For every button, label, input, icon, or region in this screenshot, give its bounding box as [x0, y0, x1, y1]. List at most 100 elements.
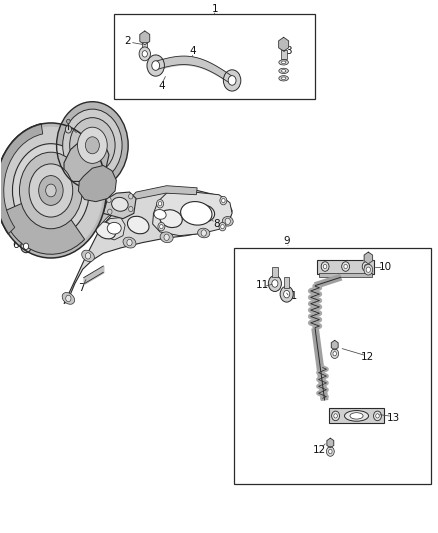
Ellipse shape: [282, 77, 286, 79]
Text: 8: 8: [213, 219, 220, 229]
Ellipse shape: [95, 222, 116, 239]
Circle shape: [280, 286, 293, 302]
Circle shape: [334, 414, 337, 418]
Circle shape: [12, 144, 89, 237]
Text: 5: 5: [74, 128, 81, 139]
Circle shape: [342, 262, 350, 271]
Text: 11: 11: [256, 280, 269, 290]
Ellipse shape: [154, 209, 166, 219]
Polygon shape: [329, 408, 384, 423]
Polygon shape: [64, 187, 232, 304]
Circle shape: [129, 206, 133, 212]
Circle shape: [374, 411, 381, 421]
Circle shape: [221, 224, 224, 229]
Circle shape: [201, 230, 206, 236]
Circle shape: [228, 76, 236, 85]
Circle shape: [272, 280, 278, 287]
Ellipse shape: [198, 228, 210, 238]
Circle shape: [70, 118, 115, 173]
Circle shape: [159, 224, 163, 229]
Circle shape: [57, 102, 128, 189]
Polygon shape: [103, 192, 136, 219]
Ellipse shape: [107, 222, 121, 234]
Polygon shape: [140, 31, 150, 45]
Ellipse shape: [160, 232, 173, 243]
Circle shape: [321, 262, 329, 271]
Circle shape: [107, 197, 111, 203]
Circle shape: [222, 198, 225, 203]
Text: 7: 7: [78, 283, 85, 293]
Circle shape: [156, 199, 163, 208]
Ellipse shape: [112, 197, 128, 211]
Ellipse shape: [350, 413, 363, 419]
Circle shape: [364, 264, 368, 269]
Polygon shape: [331, 341, 338, 350]
Circle shape: [66, 295, 71, 302]
Bar: [272, 266, 278, 277]
Circle shape: [219, 222, 226, 231]
Circle shape: [284, 290, 290, 298]
Text: 12: 12: [313, 445, 326, 455]
Ellipse shape: [282, 61, 286, 63]
Polygon shape: [279, 37, 289, 51]
Circle shape: [46, 184, 56, 197]
Polygon shape: [364, 252, 372, 264]
Circle shape: [142, 51, 148, 57]
Circle shape: [364, 264, 373, 275]
Ellipse shape: [123, 237, 136, 248]
Circle shape: [333, 352, 336, 356]
Polygon shape: [78, 165, 117, 201]
Circle shape: [147, 55, 164, 76]
Polygon shape: [127, 185, 197, 201]
Bar: [281, 50, 287, 59]
Circle shape: [220, 196, 227, 205]
Text: 11: 11: [284, 290, 298, 301]
Ellipse shape: [279, 60, 288, 65]
Polygon shape: [327, 438, 334, 448]
Circle shape: [29, 164, 73, 217]
Text: 4: 4: [159, 81, 166, 91]
Circle shape: [108, 209, 112, 214]
Text: 2: 2: [124, 36, 131, 45]
Ellipse shape: [345, 410, 368, 421]
Circle shape: [376, 414, 379, 418]
Circle shape: [21, 240, 31, 253]
Circle shape: [158, 222, 165, 231]
Circle shape: [129, 193, 133, 199]
Circle shape: [323, 264, 327, 269]
Ellipse shape: [127, 216, 149, 234]
Circle shape: [19, 152, 82, 229]
Ellipse shape: [81, 250, 94, 262]
Circle shape: [139, 47, 150, 61]
Circle shape: [0, 127, 103, 254]
Polygon shape: [102, 217, 125, 240]
Circle shape: [332, 411, 339, 421]
Polygon shape: [317, 260, 374, 274]
Polygon shape: [152, 191, 232, 236]
Ellipse shape: [279, 68, 288, 74]
Ellipse shape: [282, 69, 286, 72]
Circle shape: [65, 126, 71, 133]
Circle shape: [67, 119, 70, 124]
Text: 4: 4: [190, 46, 196, 56]
Circle shape: [366, 267, 371, 272]
Circle shape: [85, 137, 99, 154]
Bar: [234, 248, 431, 484]
Circle shape: [225, 218, 230, 224]
Circle shape: [85, 253, 91, 259]
Circle shape: [164, 234, 169, 240]
Circle shape: [0, 123, 106, 258]
Polygon shape: [84, 205, 119, 228]
Circle shape: [23, 243, 28, 249]
Ellipse shape: [193, 205, 215, 222]
Circle shape: [328, 449, 332, 454]
Text: 6: 6: [13, 240, 19, 250]
Circle shape: [78, 127, 107, 164]
Ellipse shape: [62, 293, 74, 304]
Circle shape: [63, 109, 122, 181]
Circle shape: [39, 175, 63, 205]
Wedge shape: [2, 190, 85, 254]
Circle shape: [223, 70, 241, 91]
Polygon shape: [64, 138, 109, 181]
Text: 9: 9: [283, 236, 290, 246]
